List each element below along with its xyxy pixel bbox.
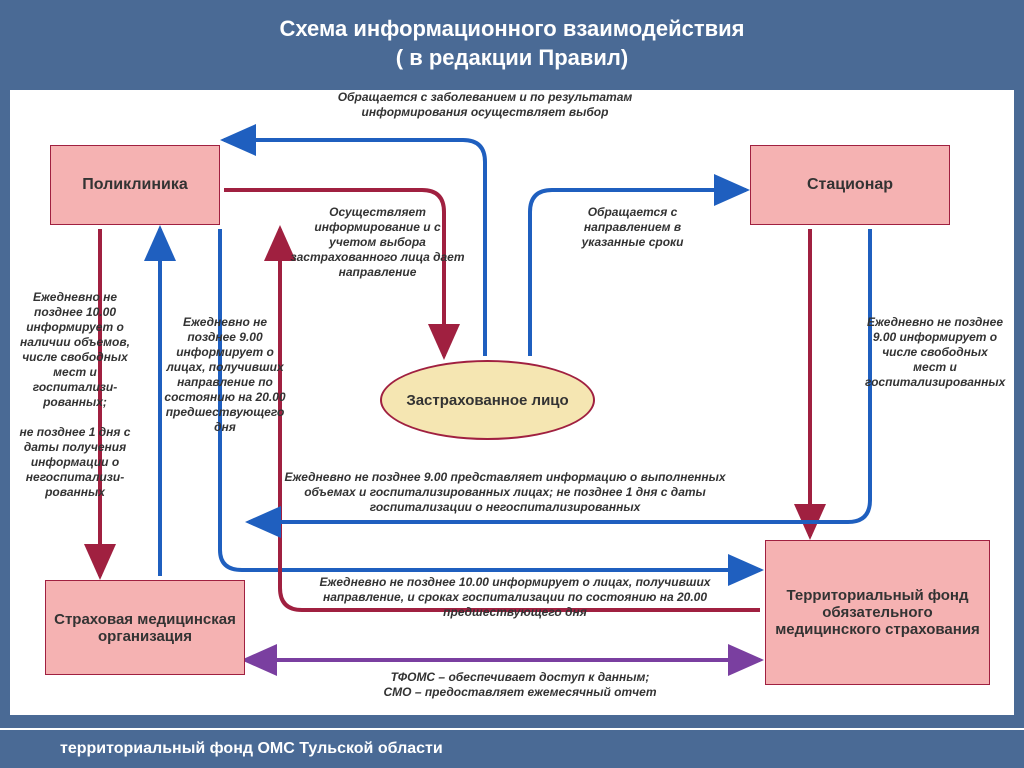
label-mid-right: Обращается с направлением в указанные ср… <box>555 205 710 250</box>
title-line2: ( в редакции Правил) <box>0 44 1024 73</box>
label-row1: Ежедневно не позднее 9.00 представляет и… <box>270 470 740 515</box>
node-polyclinic: Поликлиника <box>50 145 220 225</box>
node-insured-label: Застрахованное лицо <box>406 392 568 409</box>
label-mid-col: Ежедневно не позднее 9.00 информирует о … <box>160 315 290 435</box>
label-row2: Ежедневно не позднее 10.00 информирует о… <box>280 575 750 620</box>
diagram-canvas: Поликлиника Стационар Застрахованное лиц… <box>10 90 1014 715</box>
label-top-center: Обращается с заболеванием и по результат… <box>310 90 660 120</box>
footer-text: территориальный фонд ОМС Тульской област… <box>60 740 443 758</box>
label-row3: ТФОМС – обеспечивает доступ к данным; СМ… <box>310 670 730 700</box>
node-smo: Страховая медицинская организация <box>45 580 245 675</box>
label-mid-left: Осуществляет информирование и с учетом в… <box>290 205 465 280</box>
node-insured: Застрахованное лицо <box>380 360 595 440</box>
slide-header: Схема информационного взаимодействия ( в… <box>0 0 1024 85</box>
label-right-col: Ежедневно не позднее 9.00 информирует о … <box>865 315 1005 390</box>
slide-footer: территориальный фонд ОМС Тульской област… <box>0 728 1024 768</box>
node-stationary: Стационар <box>750 145 950 225</box>
node-tfoms: Территориальный фонд обязательного медиц… <box>765 540 990 685</box>
title-line1: Схема информационного взаимодействия <box>0 15 1024 44</box>
label-left-col: Ежедневно не позднее 10.00 информирует о… <box>10 290 140 500</box>
